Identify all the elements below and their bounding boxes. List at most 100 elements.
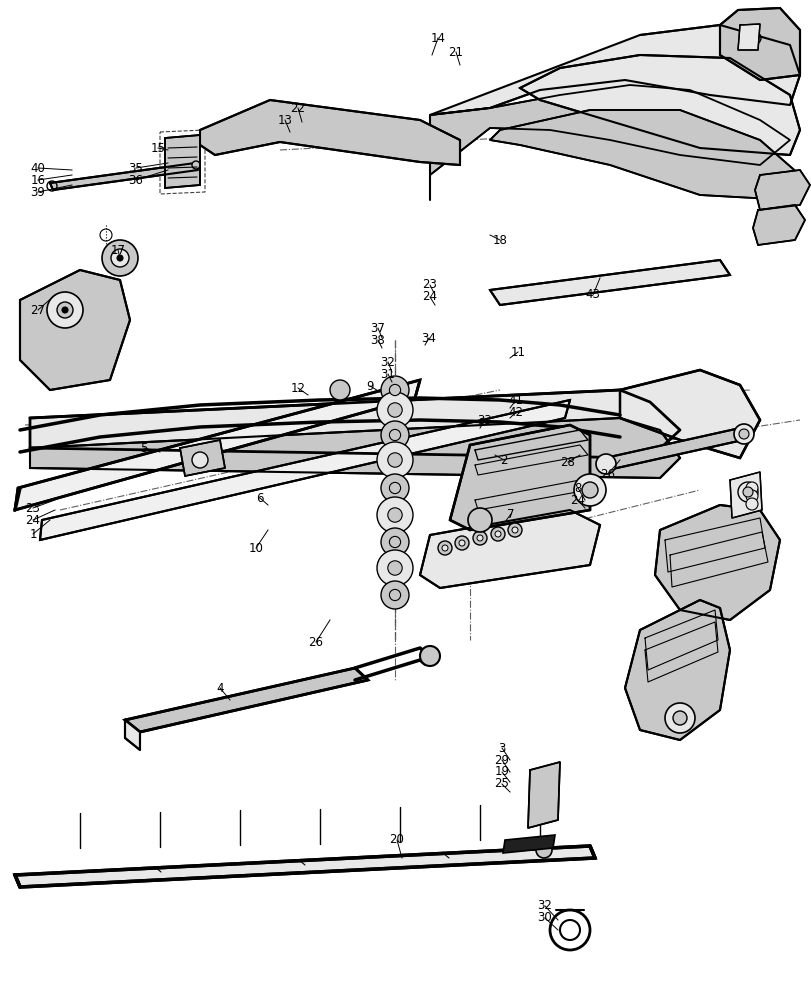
Circle shape (191, 161, 200, 169)
Circle shape (380, 421, 409, 449)
Text: 23: 23 (422, 278, 437, 292)
Text: 16: 16 (31, 174, 45, 187)
Circle shape (389, 589, 400, 601)
Circle shape (389, 536, 400, 548)
Polygon shape (15, 380, 419, 510)
Text: 18: 18 (492, 233, 507, 246)
Text: 29: 29 (494, 754, 508, 766)
Text: 27: 27 (31, 304, 45, 316)
Circle shape (508, 523, 521, 537)
Text: 24: 24 (422, 290, 437, 304)
Polygon shape (752, 205, 804, 245)
Text: 42: 42 (508, 406, 523, 418)
Polygon shape (20, 270, 130, 390)
Circle shape (389, 482, 400, 494)
Circle shape (376, 442, 413, 478)
Circle shape (745, 490, 757, 502)
Text: 10: 10 (248, 542, 263, 554)
Circle shape (437, 541, 452, 555)
Polygon shape (125, 668, 367, 732)
Text: 26: 26 (308, 636, 323, 648)
Polygon shape (419, 510, 599, 588)
Circle shape (117, 255, 122, 261)
Text: 32: 32 (537, 899, 551, 912)
Text: 11: 11 (510, 346, 525, 359)
Circle shape (535, 842, 551, 858)
Text: 28: 28 (560, 456, 575, 468)
Polygon shape (502, 835, 554, 853)
Polygon shape (489, 260, 729, 305)
Polygon shape (30, 390, 679, 458)
Polygon shape (737, 24, 759, 50)
Circle shape (380, 376, 409, 404)
Circle shape (191, 452, 208, 468)
Polygon shape (519, 55, 799, 155)
Circle shape (458, 540, 465, 546)
Circle shape (380, 528, 409, 556)
Text: 32: 32 (380, 356, 395, 368)
Circle shape (664, 703, 694, 733)
Polygon shape (430, 85, 789, 175)
Polygon shape (449, 425, 590, 530)
Text: 23: 23 (25, 502, 41, 514)
Circle shape (329, 380, 350, 400)
Text: 13: 13 (277, 114, 292, 127)
Text: 34: 34 (421, 332, 436, 344)
Circle shape (672, 711, 686, 725)
Text: 4: 4 (216, 682, 224, 694)
Polygon shape (40, 400, 569, 540)
Polygon shape (527, 762, 560, 828)
Text: 24: 24 (570, 493, 585, 506)
Circle shape (388, 508, 401, 522)
Polygon shape (604, 428, 742, 470)
Text: 22: 22 (290, 102, 305, 115)
Circle shape (454, 536, 469, 550)
Text: 9: 9 (366, 379, 373, 392)
Circle shape (376, 392, 413, 428)
Circle shape (388, 403, 401, 417)
Text: 25: 25 (494, 777, 508, 790)
Circle shape (380, 474, 409, 502)
Text: 31: 31 (380, 367, 395, 380)
Text: 43: 43 (585, 288, 599, 302)
Polygon shape (719, 8, 799, 80)
Polygon shape (729, 472, 761, 518)
Text: 30: 30 (537, 911, 551, 924)
Circle shape (581, 482, 597, 498)
Circle shape (389, 429, 400, 441)
Polygon shape (30, 418, 679, 478)
Polygon shape (50, 163, 198, 190)
Circle shape (733, 424, 753, 444)
Circle shape (62, 307, 68, 313)
Text: 8: 8 (573, 482, 581, 494)
Polygon shape (489, 110, 799, 200)
Circle shape (376, 497, 413, 533)
Text: 39: 39 (31, 186, 45, 198)
Text: 14: 14 (430, 32, 445, 45)
Text: 1: 1 (29, 528, 36, 540)
Text: 7: 7 (507, 508, 514, 520)
Circle shape (441, 545, 448, 551)
Text: 37: 37 (370, 322, 385, 334)
Circle shape (512, 527, 517, 533)
Polygon shape (200, 100, 460, 165)
Circle shape (376, 550, 413, 586)
Text: 21: 21 (448, 46, 463, 59)
Circle shape (742, 487, 752, 497)
Circle shape (467, 508, 491, 532)
Polygon shape (125, 720, 139, 750)
Text: 17: 17 (110, 243, 126, 256)
Circle shape (47, 292, 83, 328)
Text: 5: 5 (140, 442, 148, 454)
Text: 35: 35 (128, 162, 144, 175)
Polygon shape (624, 600, 729, 740)
Circle shape (738, 429, 748, 439)
Circle shape (419, 646, 440, 666)
Text: 20: 20 (389, 833, 404, 846)
Circle shape (389, 384, 400, 396)
Circle shape (111, 249, 129, 267)
Text: 6: 6 (256, 491, 264, 504)
Polygon shape (754, 170, 809, 210)
Circle shape (476, 535, 483, 541)
Text: 38: 38 (370, 334, 385, 347)
